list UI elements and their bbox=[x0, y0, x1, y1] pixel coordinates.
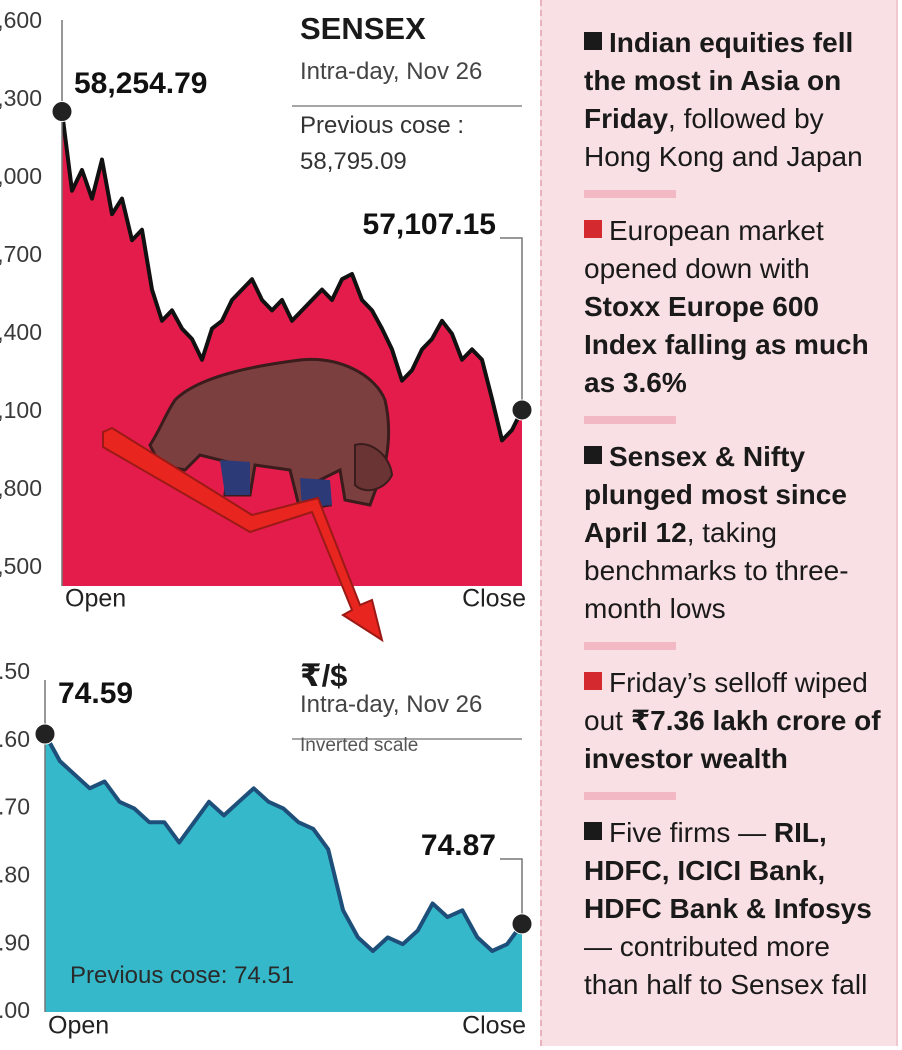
bullet-text: — contributed more than half to Sensex f… bbox=[584, 931, 867, 1000]
chart-subtitle: Intra-day, Nov 26 bbox=[300, 58, 482, 87]
divider bbox=[584, 642, 676, 650]
value-label: 74.59 bbox=[58, 677, 133, 710]
y-tick-label: 75.00 bbox=[0, 997, 30, 1023]
bullet-marker bbox=[584, 822, 602, 840]
y-tick-label: 57,100 bbox=[0, 397, 42, 423]
chart-note: Previous cose: 74.51 bbox=[70, 962, 294, 991]
chart-title: ₹/$ bbox=[300, 657, 347, 694]
y-tick-label: 74.70 bbox=[0, 794, 30, 820]
y-tick-label: 56,500 bbox=[0, 553, 42, 579]
bullet: Five firms — RIL, HDFC, ICICI Bank, HDFC… bbox=[584, 814, 884, 1004]
y-tick-label: 74.80 bbox=[0, 861, 30, 887]
x-tick-label: Close bbox=[462, 585, 526, 613]
value-label: 58,254.79 bbox=[74, 67, 207, 100]
value-label: 74.87 bbox=[421, 829, 496, 862]
chart-subtitle: Intra-day, Nov 26 bbox=[300, 691, 482, 720]
y-tick-label: 56,800 bbox=[0, 475, 42, 501]
bullet: Indian equities fell the most in Asia on… bbox=[584, 24, 884, 176]
end-dot bbox=[52, 102, 72, 122]
bullet-text: Stoxx Europe 600 Index falling as much a… bbox=[584, 291, 869, 398]
chart-note: Previous cose : 58,795.09 bbox=[300, 108, 520, 180]
divider bbox=[584, 416, 676, 424]
y-tick-label: 57,400 bbox=[0, 319, 42, 345]
leader-line bbox=[500, 238, 522, 410]
bear-paw bbox=[220, 460, 250, 495]
page: {"chart_data": [ {"type": "area", "title… bbox=[0, 0, 902, 1050]
value-label: 57,107.15 bbox=[363, 208, 496, 241]
bullet: European market opened down with Stoxx E… bbox=[584, 212, 884, 402]
x-tick-label: Open bbox=[48, 1012, 109, 1040]
end-dot bbox=[512, 400, 532, 420]
chart-title: SENSEX bbox=[300, 10, 426, 47]
end-dot bbox=[512, 914, 532, 934]
y-tick-label: 74.50 bbox=[0, 658, 30, 684]
axis-note: Inverted scale bbox=[300, 735, 418, 758]
bullet-marker bbox=[584, 32, 602, 50]
y-tick-label: 58,000 bbox=[0, 163, 42, 189]
y-tick-label: 74.60 bbox=[0, 726, 30, 752]
bullet-text: Five firms — bbox=[609, 817, 774, 848]
x-tick-label: Close bbox=[462, 1012, 526, 1040]
bullet-marker bbox=[584, 672, 602, 690]
bullet-text: European market opened down with bbox=[584, 215, 824, 284]
x-tick-label: Open bbox=[65, 585, 126, 613]
areas bbox=[45, 112, 522, 1012]
key-points-panel: Indian equities fell the most in Asia on… bbox=[540, 0, 898, 1046]
y-tick-label: 58,600 bbox=[0, 7, 42, 33]
divider bbox=[584, 190, 676, 198]
y-tick-label: 74.90 bbox=[0, 929, 30, 955]
y-tick-label: 58,300 bbox=[0, 85, 42, 111]
bullet-marker bbox=[584, 446, 602, 464]
divider bbox=[584, 792, 676, 800]
y-tick-label: 57,700 bbox=[0, 241, 42, 267]
bullet-marker bbox=[584, 220, 602, 238]
end-dot bbox=[35, 724, 55, 744]
bullet: Friday’s selloff wiped out ₹7.36 lakh cr… bbox=[584, 664, 884, 778]
bullet: Sensex & Nifty plunged most since April … bbox=[584, 438, 884, 628]
